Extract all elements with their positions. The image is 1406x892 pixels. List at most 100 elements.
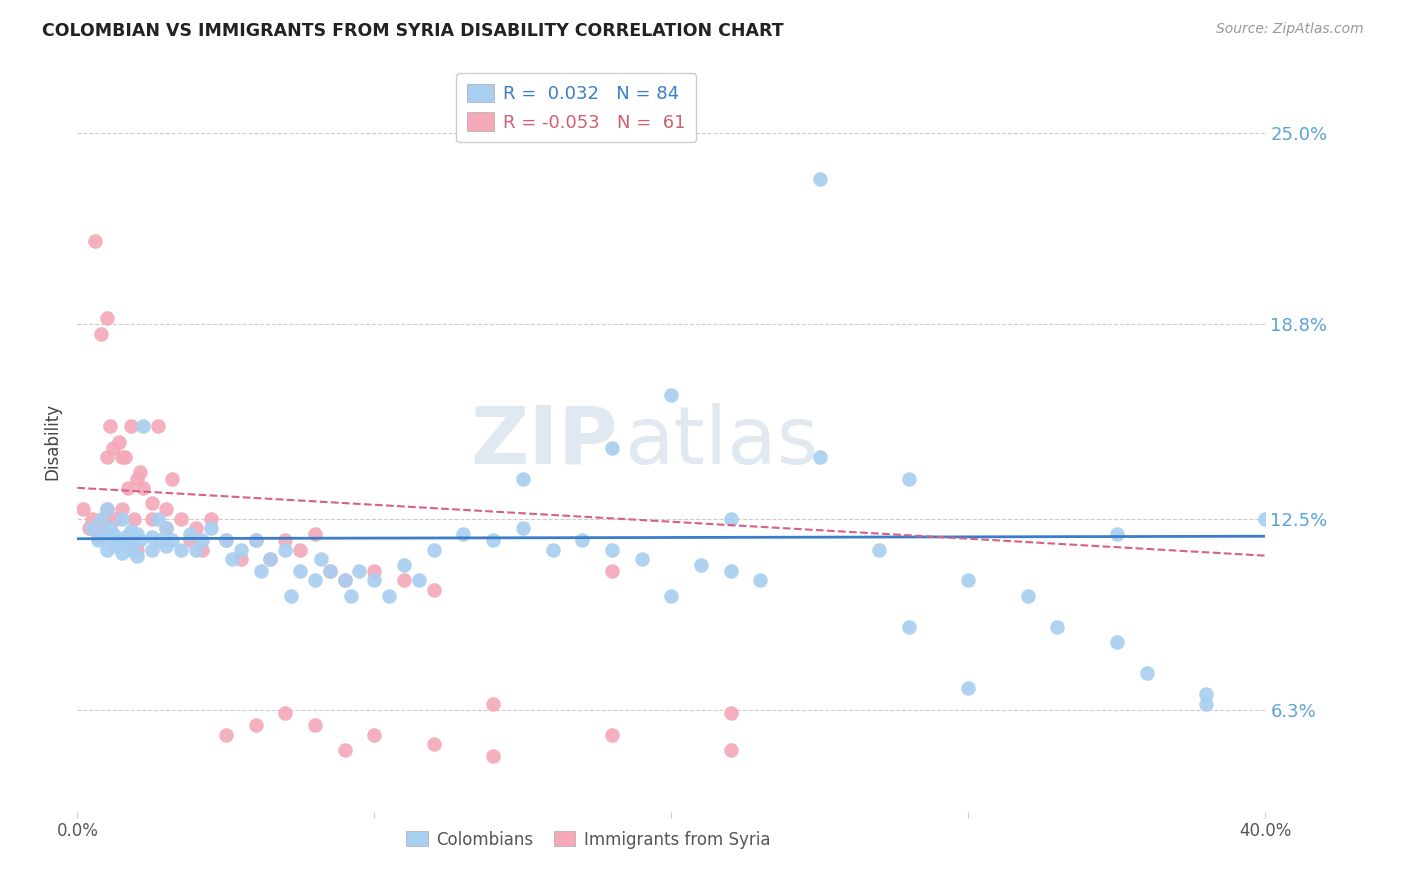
Point — [720, 511, 742, 525]
Point — [221, 551, 243, 566]
Point — [104, 511, 127, 525]
Point — [288, 564, 311, 578]
Point — [898, 620, 921, 634]
Point — [96, 502, 118, 516]
Point — [422, 582, 444, 597]
Point — [363, 574, 385, 588]
Point — [170, 511, 193, 525]
Point — [101, 441, 124, 455]
Point — [309, 551, 332, 566]
Point — [162, 471, 184, 485]
Point — [98, 419, 121, 434]
Point — [141, 511, 163, 525]
Y-axis label: Disability: Disability — [44, 403, 62, 480]
Point — [333, 743, 356, 757]
Text: Source: ZipAtlas.com: Source: ZipAtlas.com — [1216, 22, 1364, 37]
Point — [117, 481, 139, 495]
Point — [259, 551, 281, 566]
Point — [749, 574, 772, 588]
Point — [96, 450, 118, 464]
Point — [392, 558, 415, 572]
Point — [392, 574, 415, 588]
Point — [131, 419, 153, 434]
Point — [215, 533, 238, 548]
Point — [453, 527, 475, 541]
Point — [120, 542, 142, 557]
Point — [101, 527, 124, 541]
Point — [155, 521, 177, 535]
Point — [111, 450, 134, 464]
Point — [96, 502, 118, 516]
Point — [1017, 589, 1039, 603]
Point — [108, 533, 131, 548]
Point — [482, 697, 505, 711]
Point — [868, 542, 890, 557]
Point — [690, 558, 713, 572]
Point — [339, 589, 361, 603]
Point — [77, 521, 100, 535]
Point — [408, 574, 430, 588]
Point — [87, 533, 110, 548]
Legend: Colombians, Immigrants from Syria: Colombians, Immigrants from Syria — [399, 824, 776, 855]
Point — [141, 530, 163, 544]
Point — [280, 589, 302, 603]
Point — [957, 681, 980, 696]
Point — [200, 511, 222, 525]
Point — [114, 450, 136, 464]
Point — [141, 542, 163, 557]
Point — [215, 728, 238, 742]
Point — [333, 574, 356, 588]
Point — [661, 388, 683, 402]
Text: COLOMBIAN VS IMMIGRANTS FROM SYRIA DISABILITY CORRELATION CHART: COLOMBIAN VS IMMIGRANTS FROM SYRIA DISAB… — [42, 22, 783, 40]
Point — [274, 533, 297, 548]
Point — [422, 542, 444, 557]
Point — [87, 530, 110, 544]
Point — [84, 234, 107, 248]
Point — [125, 527, 148, 541]
Point — [229, 542, 252, 557]
Point — [957, 574, 980, 588]
Point — [1105, 635, 1128, 649]
Point — [600, 564, 623, 578]
Point — [512, 471, 534, 485]
Point — [155, 540, 177, 554]
Point — [179, 527, 201, 541]
Point — [128, 533, 150, 548]
Point — [149, 533, 172, 548]
Point — [200, 521, 222, 535]
Point — [363, 564, 385, 578]
Point — [245, 533, 267, 548]
Point — [512, 521, 534, 535]
Point — [250, 564, 273, 578]
Point — [1046, 620, 1069, 634]
Point — [117, 536, 139, 550]
Point — [1195, 697, 1218, 711]
Point — [245, 533, 267, 548]
Point — [141, 496, 163, 510]
Point — [111, 546, 134, 560]
Point — [482, 749, 505, 764]
Point — [630, 551, 652, 566]
Point — [120, 419, 142, 434]
Point — [104, 540, 127, 554]
Point — [93, 511, 115, 525]
Point — [1135, 665, 1157, 680]
Point — [191, 533, 214, 548]
Point — [122, 533, 145, 548]
Point — [170, 542, 193, 557]
Point — [131, 481, 153, 495]
Point — [114, 530, 136, 544]
Point — [245, 718, 267, 732]
Point — [304, 718, 326, 732]
Point — [111, 511, 134, 525]
Point — [179, 533, 201, 548]
Point — [72, 502, 94, 516]
Point — [363, 728, 385, 742]
Point — [128, 466, 150, 480]
Point — [319, 564, 342, 578]
Point — [122, 511, 145, 525]
Point — [125, 549, 148, 563]
Point — [808, 450, 831, 464]
Point — [108, 434, 131, 449]
Point — [120, 524, 142, 538]
